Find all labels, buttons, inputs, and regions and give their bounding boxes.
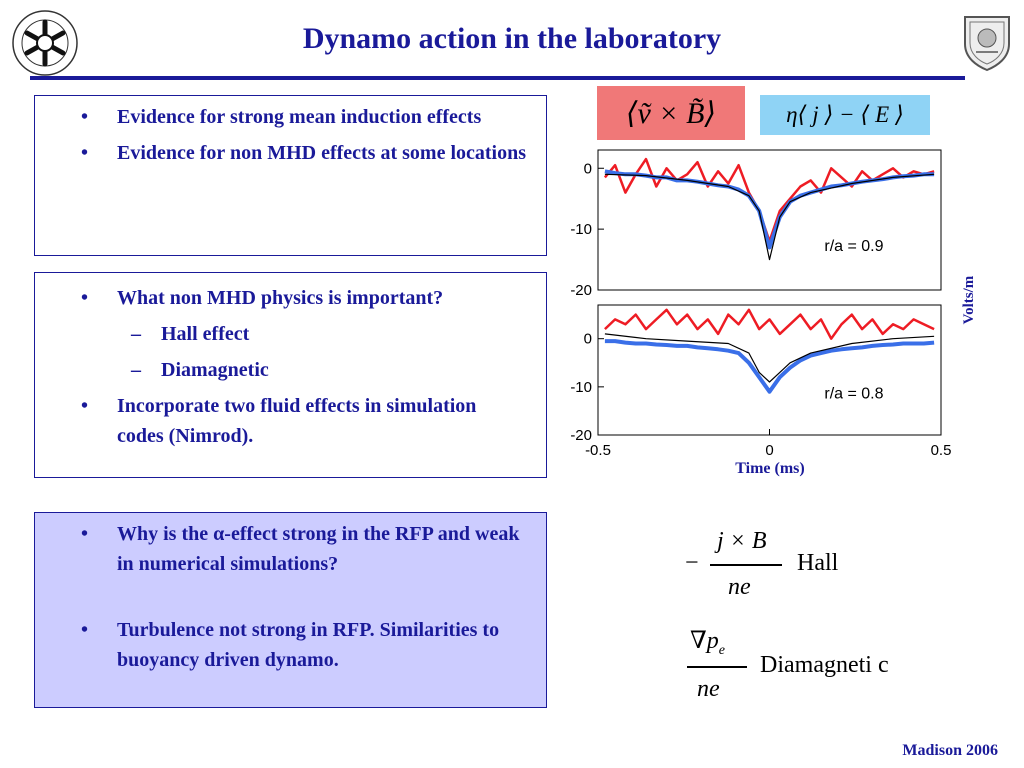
university-crest-logo — [964, 16, 1010, 72]
hall-equation: − j × B ne Hall — [685, 528, 885, 608]
diamagnetic-equation: ∇pe ne Diamagneti c — [685, 626, 945, 710]
dash-marker: – — [131, 323, 141, 345]
y-axis-label-text: Volts/m — [961, 275, 977, 324]
bullet-marker: • — [81, 395, 89, 417]
fraction-bar — [710, 564, 782, 566]
series-line — [604, 333, 935, 383]
y-tick-label: -20 — [570, 282, 592, 299]
dash-marker: – — [131, 359, 141, 381]
electron-subscript: e — [718, 642, 725, 658]
footer-text: Madison 2006 — [902, 742, 998, 759]
bullet-text: What non MHD physics is important? — [117, 287, 444, 309]
gradient-p: ∇p — [690, 628, 719, 654]
title-rule — [30, 76, 965, 80]
y-tick-label: -10 — [570, 379, 592, 396]
dynamo-charts: 0 -10 -20 r/a = 0.9 0 -10 -20 r/a = 0.8 -0.5 0 0.5 — [570, 149, 952, 459]
diamag-denominator: ne — [697, 676, 720, 702]
bullet-item: • Why is the α-effect strong in the RFP … — [81, 519, 530, 579]
sub-bullet-text: Hall effect — [161, 323, 250, 345]
x-tick-label: 0 — [765, 442, 773, 459]
bullet-marker: • — [81, 619, 89, 641]
bullet-marker: • — [81, 523, 89, 545]
bullet-item: • What non MHD physics is important? — [81, 283, 526, 313]
evidence-box: • Evidence for strong mean induction eff… — [34, 95, 547, 256]
y-tick-label: -10 — [570, 221, 592, 238]
x-axis-label: Time (ms) — [735, 460, 805, 477]
hall-numerator: j × B — [717, 528, 767, 554]
annotation-label: r/a = 0.9 — [824, 238, 883, 255]
series-line — [604, 308, 935, 340]
bullet-marker: • — [81, 142, 89, 164]
hall-label: Hall — [797, 550, 839, 576]
sub-bullet-item: – Diamagnetic — [131, 355, 526, 385]
y-tick-label: -20 — [570, 427, 592, 444]
sub-bullet-text: Diamagnetic — [161, 359, 269, 381]
physics-box: • What non MHD physics is important? – H… — [34, 272, 547, 478]
cmso-logo — [12, 10, 78, 76]
series-line — [604, 173, 935, 261]
bullet-text: Turbulence not strong in RFP. Similariti… — [117, 619, 500, 671]
bullet-marker: • — [81, 287, 89, 309]
plot-frame — [597, 304, 942, 436]
diamag-label: Diamagneti c — [760, 652, 889, 678]
hall-denominator: ne — [728, 574, 751, 600]
slide-title: Dynamo action in the laboratory — [302, 22, 722, 55]
bullet-item: • Turbulence not strong in RFP. Similari… — [81, 615, 530, 675]
diamag-numerator: ∇pe — [690, 626, 725, 659]
annotation-label: r/a = 0.8 — [824, 386, 883, 403]
y-tick-label: 0 — [584, 160, 592, 177]
x-tick-label: 0.5 — [931, 442, 952, 459]
red-legend-formula: ⟨ṽ × B̃⟩ — [597, 86, 745, 140]
bullet-item: • Evidence for strong mean induction eff… — [81, 102, 526, 132]
blue-legend-formula: η⟨ j ⟩ − ⟨ E ⟩ — [760, 95, 930, 135]
sub-bullet-item: – Hall effect — [131, 319, 526, 349]
y-axis-label: Volts/m — [961, 275, 977, 324]
bullet-marker: • — [81, 106, 89, 128]
series-line — [604, 339, 935, 394]
bullet-item: • Evidence for non MHD effects at some l… — [81, 138, 527, 168]
bullet-text: Why is the α-effect strong in the RFP an… — [117, 523, 520, 575]
minus-sign: − — [685, 550, 699, 576]
bullet-text: Evidence for strong mean induction effec… — [117, 106, 482, 128]
bullet-item: • Incorporate two fluid effects in simul… — [81, 391, 526, 451]
y-tick-label: 0 — [584, 331, 592, 348]
alpha-effect-box: • Why is the α-effect strong in the RFP … — [34, 512, 547, 708]
bullet-text: Evidence for non MHD effects at some loc… — [117, 142, 527, 164]
bullet-text: Incorporate two fluid effects in simulat… — [117, 395, 477, 447]
x-tick-label: -0.5 — [585, 442, 611, 459]
fraction-bar — [687, 666, 747, 668]
